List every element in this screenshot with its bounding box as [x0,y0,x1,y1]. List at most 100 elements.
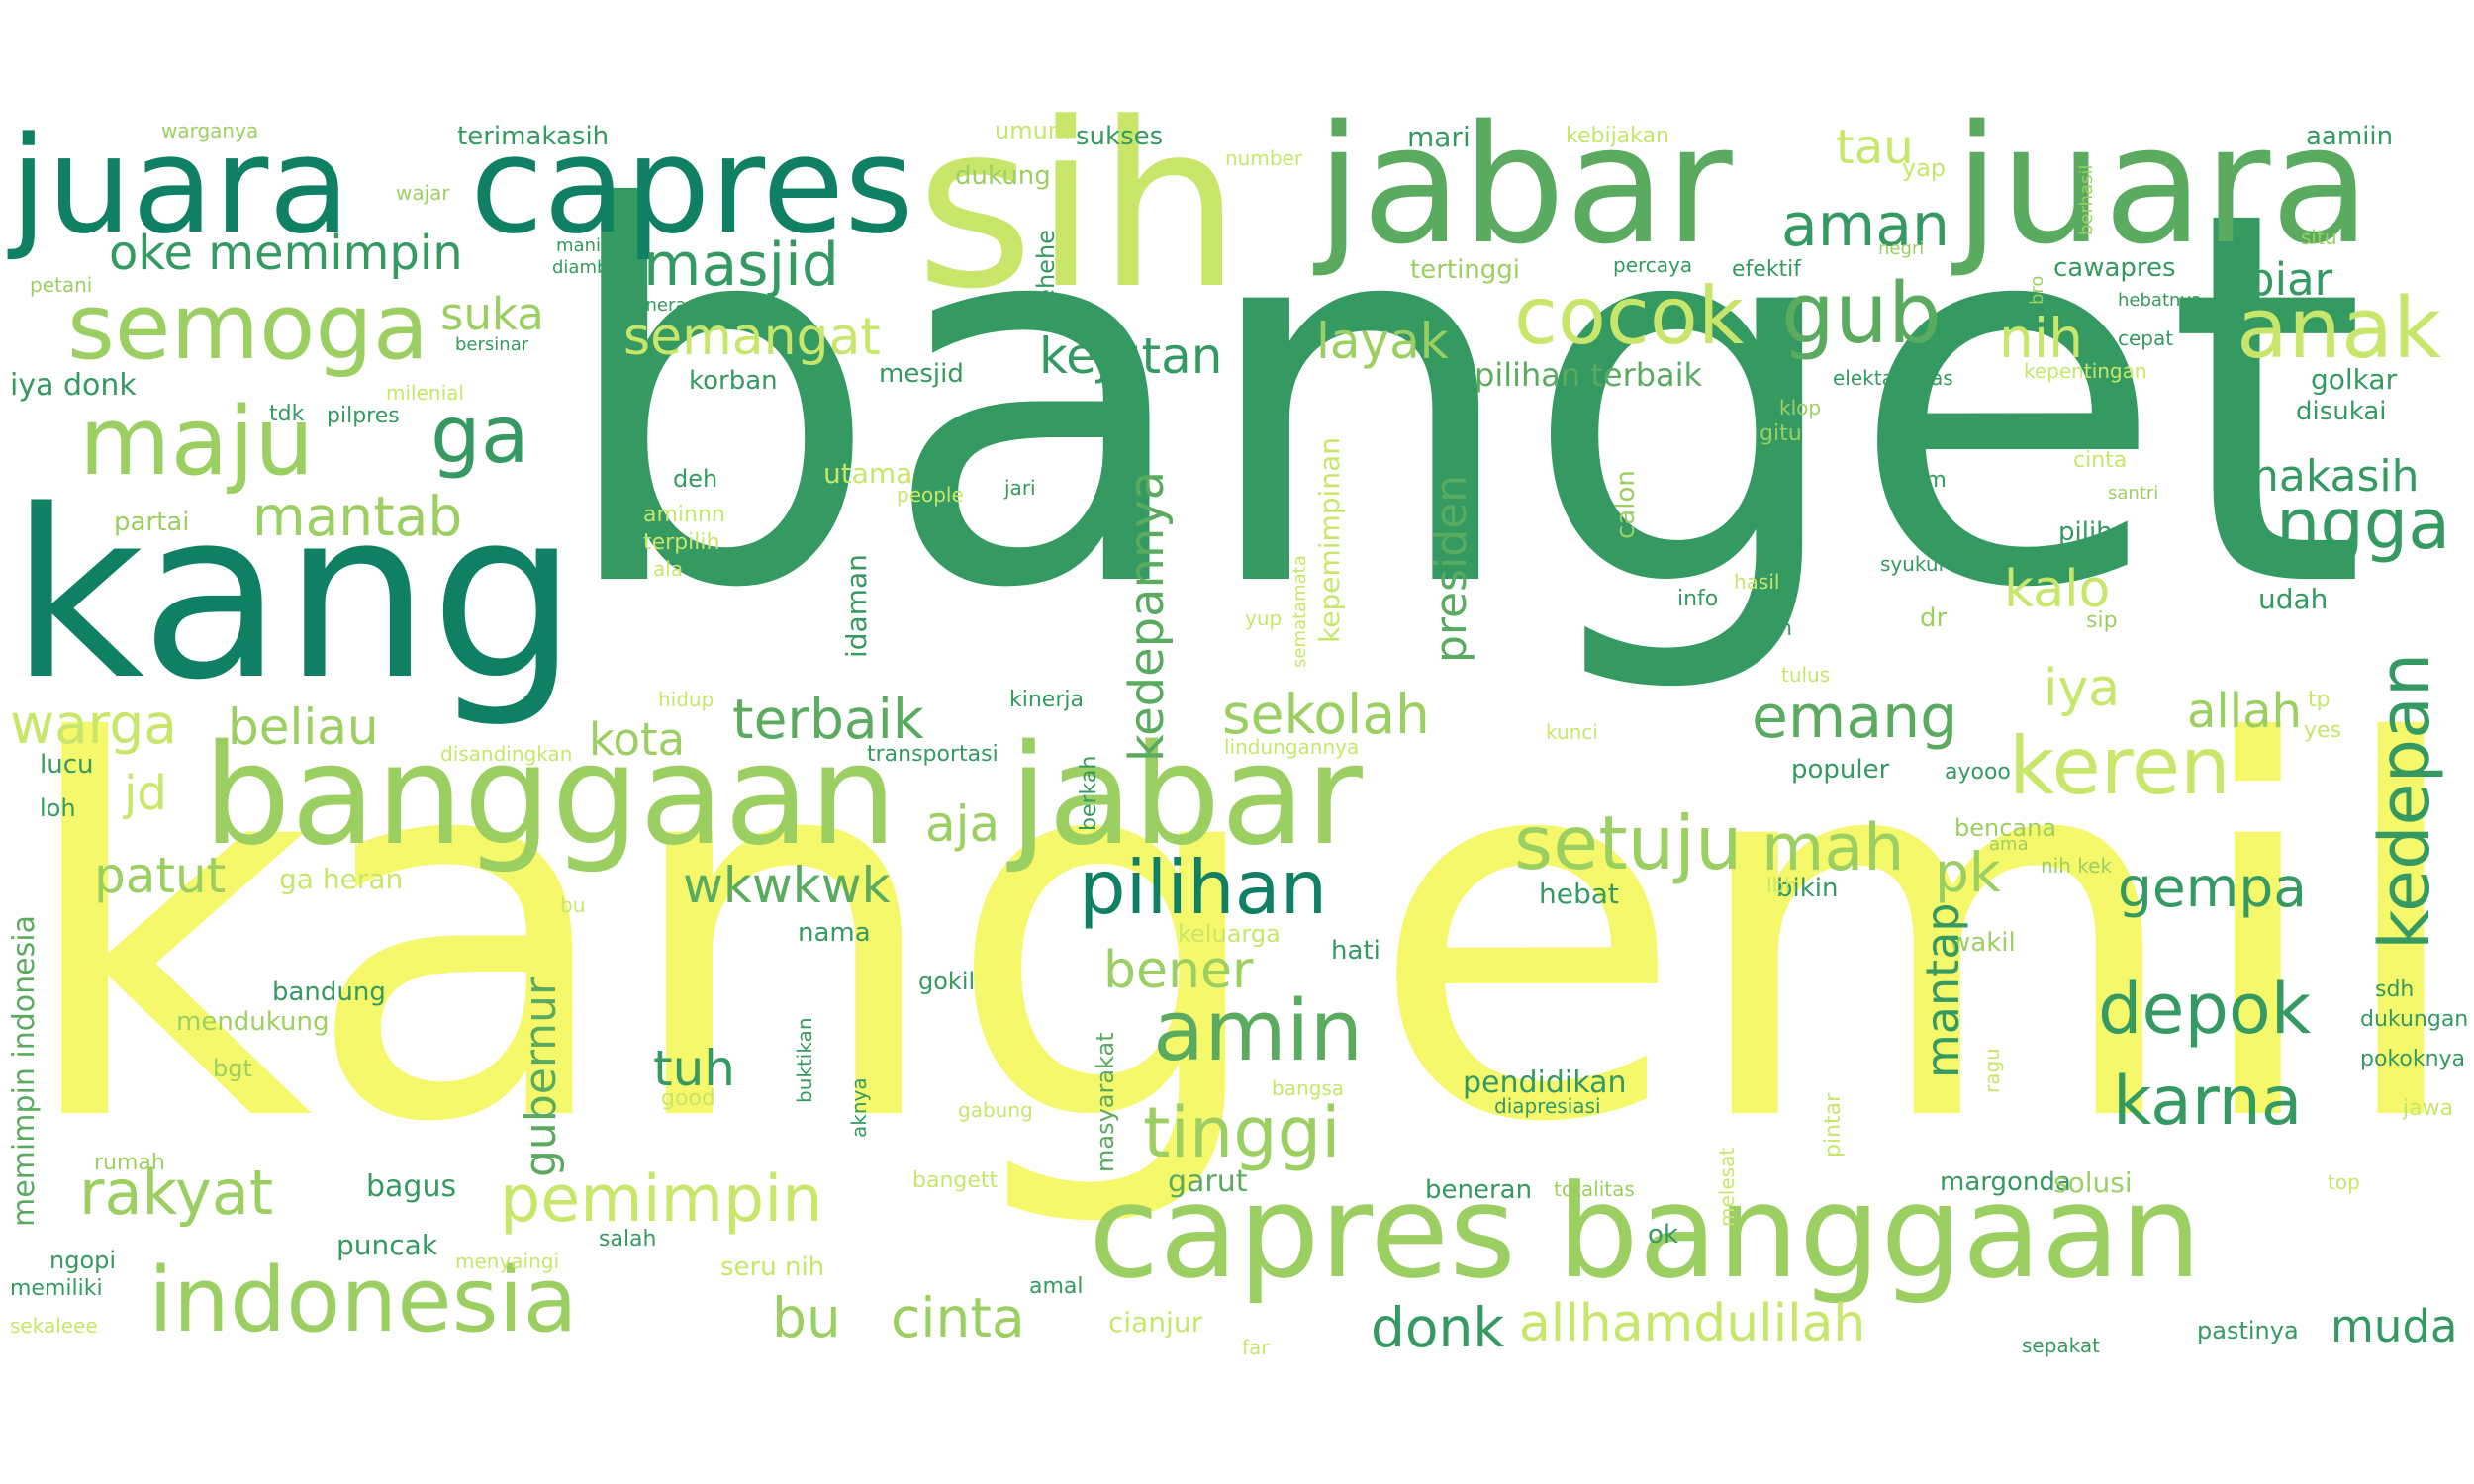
cloud-word: bu [772,1286,841,1349]
cloud-word: hehehe [1032,230,1060,319]
cloud-word: kinerja [1009,688,1084,712]
cloud-word: tp [2308,688,2331,712]
cloud-word: mantab [252,485,463,548]
cloud-word: udah [2258,583,2329,615]
cloud-word: bro [2027,275,2047,305]
cloud-word: mendukung [176,1007,330,1037]
cloud-word: keluarga [1178,920,1281,948]
cloud-word: kang [10,461,579,731]
cloud-word: capres banggaan [1089,1157,2202,1307]
cloud-word: golkar [2311,363,2398,396]
cloud-word: tulus [1781,663,1831,687]
cloud-word: amin [1153,982,1364,1080]
cloud-word: tau [1836,120,1914,175]
cloud-word: pendidikan [1463,1066,1627,1100]
cloud-word: patut [94,847,227,904]
cloud-word: kalo [2004,560,2111,619]
cloud-word: mantap [1916,902,1969,1078]
cloud-word: bikin [1776,874,1839,903]
cloud-word: utama [823,457,913,490]
cloud-word: pilpres [327,404,400,428]
cloud-word: lindungannya [1224,735,1360,759]
cloud-word: sukses [1076,122,1164,151]
cloud-word: mesjid [879,359,964,389]
cloud-word: yes [2304,718,2342,743]
cloud-word: elektabilitas [1833,366,1953,390]
cloud-word: tuh [653,1040,735,1097]
cloud-word: bgt [213,1055,252,1082]
cloud-word: banggaan [203,715,898,877]
cloud-word: tinggi [1143,1092,1341,1173]
cloud-word: semoga [67,274,429,380]
cloud-word: bersinar [455,334,529,355]
cloud-word: buktikan [793,1017,816,1103]
cloud-word: oke memimpin [109,226,463,281]
cloud-word: totalitas [1554,1177,1635,1201]
cloud-word: pokoknya [2360,1047,2466,1071]
cloud-word: hmm [1890,468,1947,493]
cloud-word: berhasil [2076,164,2097,235]
cloud-word: rakyat [79,1157,274,1229]
cloud-word: pastinya [2197,1317,2299,1345]
cloud-word: indonesia [148,1249,578,1352]
cloud-word: sepakat [2022,1334,2101,1357]
cloud-word: jalan [975,559,1028,584]
cloud-word: kota [589,713,686,766]
cloud-word: capres [470,108,914,263]
cloud-word: hidup [658,688,714,711]
cloud-word: depok [2098,969,2312,1050]
cloud-word: menyaingi [455,1250,560,1273]
cloud-word: aminnn [643,503,725,527]
cloud-word: dukungan [2360,1007,2469,1032]
cloud-word: kedepannya [1119,470,1175,762]
cloud-word: kepentingan [2024,359,2147,383]
cloud-word: aamiin [2306,122,2394,151]
cloud-word: hasil [1734,570,1780,594]
cloud-word: jabar [1316,90,1733,280]
cloud-word: ama [1989,834,2029,855]
cloud-word: biar [2246,253,2333,306]
cloud-word: memimpin indonesia [7,915,42,1227]
cloud-word: hebatnya [2118,290,2203,311]
cloud-word: gub [1781,265,1942,363]
cloud-word: info [1677,587,1719,611]
cloud-word: beliau [228,698,379,756]
cloud-word: emil [1368,635,2472,1235]
cloud-word: rumah [94,1151,165,1175]
cloud-word: margonda [1940,1167,2071,1197]
cloud-word: semangat [623,308,881,367]
cloud-word: seru nih [720,1252,825,1282]
cloud-word: bu [560,893,586,917]
cloud-word: cepat [2118,326,2174,350]
cloud-word: makasih [2236,451,2420,502]
cloud-word: jd [124,766,167,821]
cloud-word: gabung [958,1098,1033,1122]
cloud-word: warganya [161,119,259,142]
cloud-word: mari [1407,121,1471,153]
cloud-word: disukai [2296,397,2387,426]
cloud-word: top [2328,1170,2360,1194]
cloud-word: petani [30,273,93,297]
cloud-word: jari [1004,476,1036,500]
cloud-word: lucu [40,750,94,780]
cloud-word: sekaleee [10,1314,98,1338]
cloud-word: melesat [1715,1147,1739,1227]
cloud-word: percaya [1613,253,1693,277]
cloud-word: gempa [2118,856,2307,919]
cloud-word: kang [15,635,1273,1235]
cloud-word: wakil [1950,928,2016,958]
cloud-word: nih [1999,307,2083,370]
cloud-word: presiden [1426,474,1476,663]
cloud-word: yup [1245,606,1283,630]
cloud-word: gitu [1760,421,1802,446]
cloud-word: ragu [1980,1048,2004,1093]
cloud-word: iya [2044,659,2121,718]
cloud-word: suka [440,288,544,340]
cloud-word: keren [2009,720,2231,812]
cloud-word: kedepan [2364,652,2445,950]
cloud-word: cinta [891,1286,1025,1349]
cloud-word: jawa [2403,1096,2454,1121]
cloud-word: jabar [1009,715,1363,877]
cloud-word: berkah [1077,755,1101,831]
